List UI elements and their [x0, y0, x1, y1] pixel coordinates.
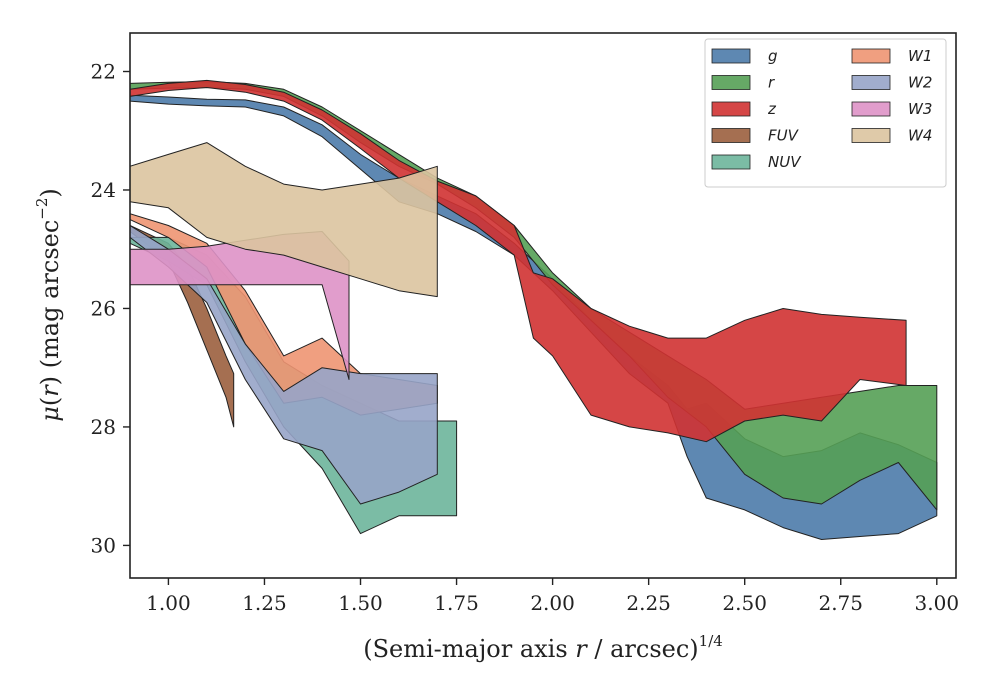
legend-label-g: g: [768, 47, 778, 65]
legend-swatch-z: [711, 101, 751, 117]
x-tick-label: 3.00: [915, 591, 960, 615]
y-tick-label: 28: [91, 415, 116, 439]
legend-label-w4: W4: [908, 127, 932, 145]
legend-label-r: r: [768, 74, 775, 92]
legend-swatch-g: [711, 48, 751, 64]
legend-swatch-w2: [851, 75, 891, 90]
x-tick-label: 2.00: [530, 591, 575, 615]
legend-label-w3: W3: [908, 100, 932, 118]
legend-swatch-w3: [851, 101, 891, 117]
x-tick-label: 2.75: [818, 591, 863, 615]
series-bands: [130, 79, 938, 540]
y-tick-label: 26: [91, 296, 116, 320]
y-axis-ticks: 22 24 26 28 30: [91, 60, 130, 557]
band-z: [130, 79, 907, 443]
y-tick-label: 24: [91, 178, 116, 202]
x-tick-label: 1.25: [242, 591, 287, 615]
legend-label-fuv: FUV: [768, 127, 800, 145]
legend-label-nuv: NUV: [768, 153, 802, 171]
legend-swatch-w4: [851, 128, 891, 143]
legend: grz FUV NUV W1 W2 W3 W4: [704, 38, 947, 188]
legend-swatch-fuv: [711, 128, 751, 143]
x-tick-label: 1.00: [146, 591, 191, 615]
x-tick-label: 1.50: [338, 591, 383, 615]
band-w3: [130, 231, 350, 380]
y-tick-label: 22: [91, 60, 116, 84]
plot-frame: [129, 32, 957, 579]
legend-label-w1: W1: [908, 47, 932, 65]
band-w2: [130, 225, 438, 505]
x-axis-ticks: 1.00 1.25 1.50 1.75 2.00 2.25 2.50 2.75 3.00: [146, 578, 959, 615]
y-axis-label: μ(r) (mag arcsec−2): [33, 188, 64, 422]
legend-label-z: z: [767, 100, 777, 118]
x-axis-label: (Semi-major axis r / arcsec)1/4: [363, 632, 723, 663]
y-tick-label: 30: [91, 533, 116, 557]
legend-swatch-nuv: [711, 154, 751, 170]
legend-label-w2: W2: [908, 74, 932, 92]
x-tick-label: 2.25: [626, 591, 671, 615]
x-tick-label: 1.75: [434, 591, 479, 615]
legend-swatch-w1: [851, 48, 891, 64]
legend-swatch-r: [711, 75, 751, 90]
x-tick-label: 2.50: [722, 591, 767, 615]
band-w4: [130, 142, 438, 298]
y-axis-label-group: μ(r) (mag arcsec−2): [33, 188, 64, 422]
